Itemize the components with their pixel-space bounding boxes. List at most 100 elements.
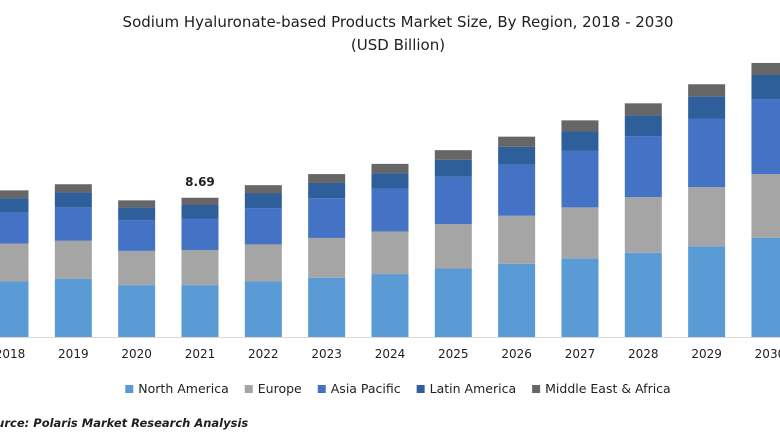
- bar-asia-pacific-2025: [434, 176, 472, 225]
- bar-latin-america-2021: [181, 204, 219, 219]
- x-tick-label: 2026: [501, 347, 532, 361]
- bar-middle-east-and-africa-2019: [54, 184, 92, 193]
- bar-europe-2029: [688, 187, 726, 247]
- bar-asia-pacific-2018: [0, 212, 29, 244]
- legend-swatch: [125, 385, 134, 393]
- bar-asia-pacific-2024: [371, 188, 409, 232]
- bar-latin-america-2023: [308, 182, 346, 199]
- x-tick-label: 2020: [121, 347, 152, 361]
- x-tick-label: 2028: [628, 347, 659, 361]
- bar-north-america-2023: [308, 277, 346, 337]
- bar-latin-america-2025: [434, 159, 472, 177]
- bar-middle-east-and-africa-2028: [624, 103, 662, 116]
- x-tick-label: 2025: [438, 347, 469, 361]
- bar-latin-america-2024: [371, 173, 409, 189]
- bar-north-america-2018: [0, 281, 29, 337]
- chart-subtitle: (USD Billion): [351, 36, 445, 54]
- bar-asia-pacific-2028: [624, 136, 662, 198]
- legend-item-latin-america: Latin America: [416, 381, 516, 396]
- legend-swatch: [317, 385, 326, 393]
- bars-layer: [0, 62, 780, 337]
- bar-europe-2019: [54, 240, 92, 279]
- bar-latin-america-2029: [688, 96, 726, 119]
- bar-middle-east-and-africa-2024: [371, 163, 409, 174]
- bar-europe-2020: [118, 250, 156, 286]
- legend-swatch: [532, 385, 541, 393]
- bar-north-america-2020: [118, 285, 156, 337]
- bar-latin-america-2022: [244, 193, 282, 209]
- x-tick-label: 2019: [58, 347, 89, 361]
- x-tick-label: 2021: [185, 347, 216, 361]
- bar-middle-east-and-africa-2018: [0, 190, 29, 199]
- bar-middle-east-and-africa-2021: [181, 197, 219, 205]
- bar-middle-east-and-africa-2027: [561, 120, 599, 132]
- bar-asia-pacific-2026: [498, 164, 536, 216]
- bar-middle-east-and-africa-2029: [688, 84, 726, 97]
- bar-asia-pacific-2027: [561, 150, 599, 208]
- legend-label: Latin America: [430, 381, 516, 396]
- x-tick-label: 2023: [311, 347, 342, 361]
- legend-label: North America: [138, 381, 229, 396]
- bar-north-america-2022: [244, 281, 282, 337]
- bar-north-america-2027: [561, 258, 599, 337]
- bar-asia-pacific-2030: [751, 99, 780, 175]
- bar-middle-east-and-africa-2022: [244, 185, 282, 194]
- legend-item-asia-pacific: Asia Pacific: [317, 381, 401, 396]
- data-labels: 8.69: [185, 175, 215, 189]
- legend-label: Asia Pacific: [331, 381, 401, 396]
- chart-title: Sodium Hyaluronate-based Products Market…: [123, 13, 674, 31]
- bar-europe-2022: [244, 244, 282, 282]
- bar-north-america-2029: [688, 246, 726, 337]
- bar-asia-pacific-2022: [244, 208, 282, 245]
- bar-europe-2023: [308, 237, 346, 278]
- bar-europe-2018: [0, 243, 29, 282]
- x-tick-label: 2022: [248, 347, 279, 361]
- bar-latin-america-2026: [498, 146, 536, 165]
- legend-item-middle-east-and-africa: Middle East & Africa: [532, 381, 671, 396]
- x-tick-label: 2018: [0, 347, 25, 361]
- source-note: Source: Polaris Market Research Analysis: [0, 416, 248, 430]
- bar-north-america-2024: [371, 274, 409, 337]
- bar-europe-2024: [371, 231, 409, 275]
- bar-middle-east-and-africa-2030: [751, 62, 780, 75]
- legend-item-europe: Europe: [244, 381, 302, 396]
- x-tick-label: 2024: [375, 347, 406, 361]
- legend-label: Europe: [258, 381, 302, 396]
- bar-north-america-2028: [624, 252, 662, 337]
- bar-north-america-2019: [54, 278, 92, 337]
- x-tick-label: 2029: [691, 347, 722, 361]
- bar-latin-america-2020: [118, 207, 156, 221]
- bar-latin-america-2019: [54, 192, 92, 208]
- legend-swatch: [416, 385, 425, 393]
- legend-swatch: [244, 385, 253, 393]
- bar-europe-2021: [181, 249, 219, 286]
- bar-asia-pacific-2019: [54, 207, 92, 241]
- bar-europe-2027: [561, 207, 599, 259]
- bar-europe-2025: [434, 224, 472, 269]
- bar-middle-east-and-africa-2020: [118, 200, 156, 208]
- bar-asia-pacific-2021: [181, 218, 219, 250]
- bar-europe-2026: [498, 215, 536, 264]
- bar-europe-2028: [624, 197, 662, 253]
- bar-middle-east-and-africa-2025: [434, 150, 472, 160]
- bar-latin-america-2030: [751, 75, 780, 100]
- bar-asia-pacific-2023: [308, 198, 346, 238]
- data-label-2021: 8.69: [185, 175, 215, 189]
- bar-north-america-2025: [434, 268, 472, 337]
- x-tick-label: 2027: [565, 347, 596, 361]
- legend-item-north-america: North America: [125, 381, 229, 396]
- bar-latin-america-2027: [561, 131, 599, 151]
- bar-asia-pacific-2020: [118, 220, 156, 251]
- bar-north-america-2030: [751, 237, 780, 337]
- bar-europe-2030: [751, 174, 780, 238]
- x-tick-label: 2030: [755, 347, 780, 361]
- bar-north-america-2026: [498, 263, 536, 337]
- bar-latin-america-2018: [0, 198, 29, 213]
- x-tick-labels: 2018 2019 2020 2021 2022 2023 2024 2025 2026 2027…: [0, 347, 780, 361]
- bar-latin-america-2028: [624, 115, 662, 137]
- bar-north-america-2021: [181, 285, 219, 337]
- legend: North America Europe Asia Pacific Latin Ame…: [125, 381, 671, 396]
- legend-label: Middle East & Africa: [545, 381, 671, 396]
- bar-middle-east-and-africa-2023: [308, 174, 346, 183]
